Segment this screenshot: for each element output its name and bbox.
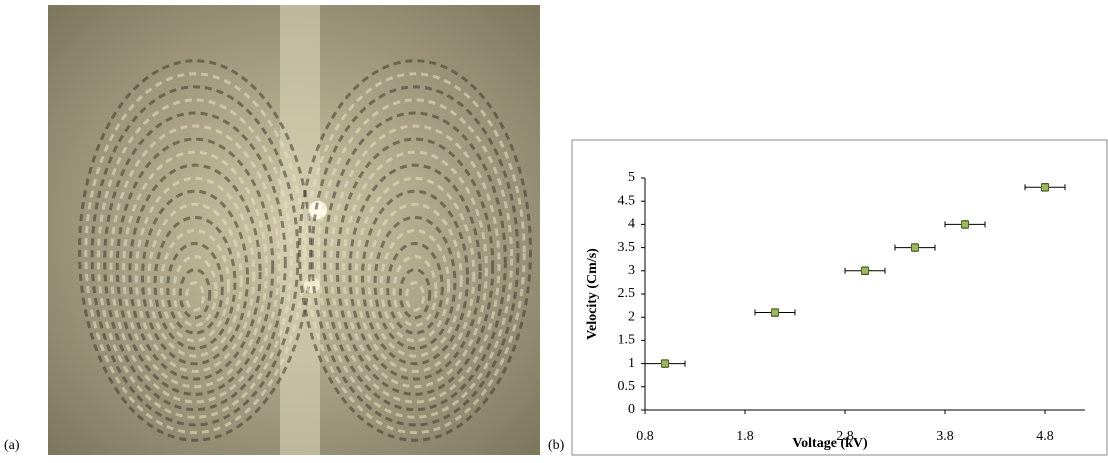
swirl [128,163,262,381]
swirl [361,189,469,366]
x-axis-label: Voltage (kV) [792,436,868,451]
swirl [354,176,476,373]
swirl [141,189,249,366]
point [1041,183,1049,192]
panel-label: (b) [548,438,565,453]
swirl [310,85,520,427]
chart: 0 0.5 1 1.5 2 2.5 3 3.5 4 4.5 5 0.8 1.8 2.8 3.8 4.8 Volt… [585,170,1085,451]
swirl [298,59,532,442]
swirl [185,281,205,312]
y-tick-label: 4 [628,217,635,232]
x-tick-label: 3.8 [936,429,954,444]
x-tick-label: 2.8 [836,429,854,444]
y-tick-label: 1 [628,356,635,371]
point [661,359,669,368]
y-tick-label: 2.5 [618,286,636,301]
y-tick-label: 0 [628,402,635,417]
swirl [159,228,231,343]
y-axis-label: Velocity (Cm/s) [585,248,600,340]
swirl [367,202,463,358]
swirl [78,59,312,442]
swirl [115,137,275,396]
point [961,220,969,229]
swirl [172,255,218,327]
swirl [342,150,488,389]
swirl [405,281,425,312]
chart-frame [571,139,1108,456]
point [861,266,869,275]
swirl [398,268,432,320]
swirl [134,176,256,373]
swirl [96,98,294,419]
point [771,308,779,317]
swirl [147,202,243,358]
swirl [84,72,306,435]
swirl [90,85,300,427]
y-tick-label: 3 [628,263,635,278]
x-tick-label: 0.8 [636,429,654,444]
x-tick-label: 4.8 [1036,429,1054,444]
y-tick-label: 2 [628,309,635,324]
swirl [329,124,501,404]
swirl [386,241,444,335]
y-tick-label: 3.5 [618,240,636,255]
swirl [304,72,526,435]
y-tick-label: 0.5 [618,379,636,394]
y-tick-label: 1.5 [618,333,636,348]
swirl [392,255,438,327]
swirl [316,98,514,419]
point [911,243,919,252]
flow-photo [48,5,540,455]
y-tick-label: 4.5 [618,193,636,208]
swirl [178,268,212,320]
swirl [153,215,237,350]
panel-label: (a) [4,438,20,453]
swirl [348,163,482,381]
swirl [379,228,451,343]
swirl [335,137,495,396]
swirl [103,111,287,412]
y-tick-label: 5 [628,170,635,185]
swirl [323,111,507,412]
swirl [166,241,224,335]
x-tick-label: 1.8 [736,429,754,444]
swirl [373,215,457,350]
swirl [122,150,268,389]
swirl [109,124,281,404]
